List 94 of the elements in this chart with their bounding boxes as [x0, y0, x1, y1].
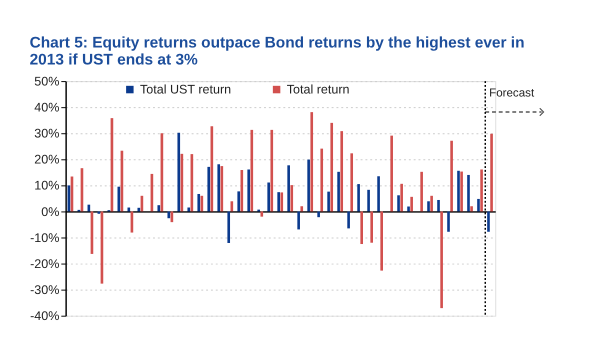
bar [340, 131, 344, 212]
annotation: Forecast [489, 88, 535, 100]
bar [227, 211, 230, 243]
bar [487, 211, 490, 232]
chart-title: Chart 5: Equity returns outpace Bond returns by the highest ever in 2013 if UST ends at 3% [30, 34, 525, 69]
bar [327, 192, 330, 212]
bar [347, 211, 350, 228]
bar [407, 206, 410, 212]
bar [80, 168, 84, 212]
bar [70, 176, 74, 212]
bar [270, 130, 274, 212]
bar [250, 130, 254, 212]
bar [177, 132, 180, 212]
bar [360, 211, 364, 244]
bar [197, 194, 200, 212]
bar [290, 185, 294, 212]
bar [230, 201, 234, 212]
bar [480, 169, 483, 212]
legend-label: Total UST return [140, 82, 232, 96]
bar [118, 186, 120, 212]
bar [220, 166, 224, 212]
bar [430, 196, 433, 212]
bar [297, 211, 300, 230]
bar [370, 211, 373, 243]
bar [447, 211, 450, 232]
bar [237, 191, 240, 212]
bar [127, 208, 130, 212]
bar [427, 201, 430, 212]
bar [187, 208, 190, 212]
bar [170, 211, 174, 222]
bar [410, 196, 413, 212]
bar [490, 134, 493, 212]
y-tick-label: 30% [34, 126, 60, 141]
bar [88, 204, 90, 212]
legend-label: Total return [286, 82, 350, 96]
bar [240, 170, 244, 212]
y-tick-label: 50% [34, 74, 60, 88]
bar [100, 211, 104, 284]
bar [210, 126, 214, 212]
bar [367, 190, 370, 212]
y-tick-label: -40% [30, 309, 60, 324]
bar [110, 118, 114, 212]
bar [260, 211, 264, 217]
y-tick-label: 20% [34, 152, 60, 167]
bar [207, 166, 210, 212]
y-tick-label: 0% [41, 204, 60, 219]
bar [280, 192, 284, 212]
bar [247, 169, 250, 212]
bar [397, 195, 400, 212]
bar [467, 174, 470, 212]
bar [400, 184, 403, 212]
bar [450, 140, 453, 212]
bar [160, 133, 164, 212]
bar [320, 148, 324, 212]
bar [300, 206, 304, 212]
bar [317, 211, 320, 218]
bar [377, 176, 380, 212]
bar [130, 211, 134, 233]
bar [180, 154, 184, 212]
bar [120, 150, 124, 212]
bar [190, 154, 194, 212]
bar [350, 153, 354, 212]
bar [357, 184, 360, 212]
bar [98, 211, 100, 214]
y-tick-label: 10% [34, 178, 60, 193]
bar [337, 172, 340, 212]
bar [380, 211, 383, 271]
bar [440, 211, 443, 308]
bar [68, 185, 70, 212]
bar [420, 172, 423, 212]
bar [457, 170, 460, 212]
y-tick-label: 40% [34, 100, 60, 115]
bar [460, 172, 463, 212]
y-tick-label: -20% [30, 256, 60, 271]
bar [477, 198, 480, 212]
bar [310, 112, 314, 212]
bar [90, 211, 94, 254]
bar [217, 164, 220, 212]
bar [267, 182, 270, 212]
bar [287, 165, 290, 212]
y-tick-label: -10% [30, 230, 60, 245]
bar [137, 208, 140, 212]
y-tick-label: -30% [30, 282, 60, 297]
bar [470, 206, 473, 212]
bar [167, 211, 170, 218]
bar [200, 196, 204, 212]
bar [140, 196, 144, 212]
bar [330, 122, 334, 212]
bar [307, 160, 310, 212]
bar [150, 174, 154, 212]
bar [437, 200, 440, 212]
bar [390, 136, 393, 212]
bar [157, 205, 160, 212]
bar [277, 192, 280, 212]
